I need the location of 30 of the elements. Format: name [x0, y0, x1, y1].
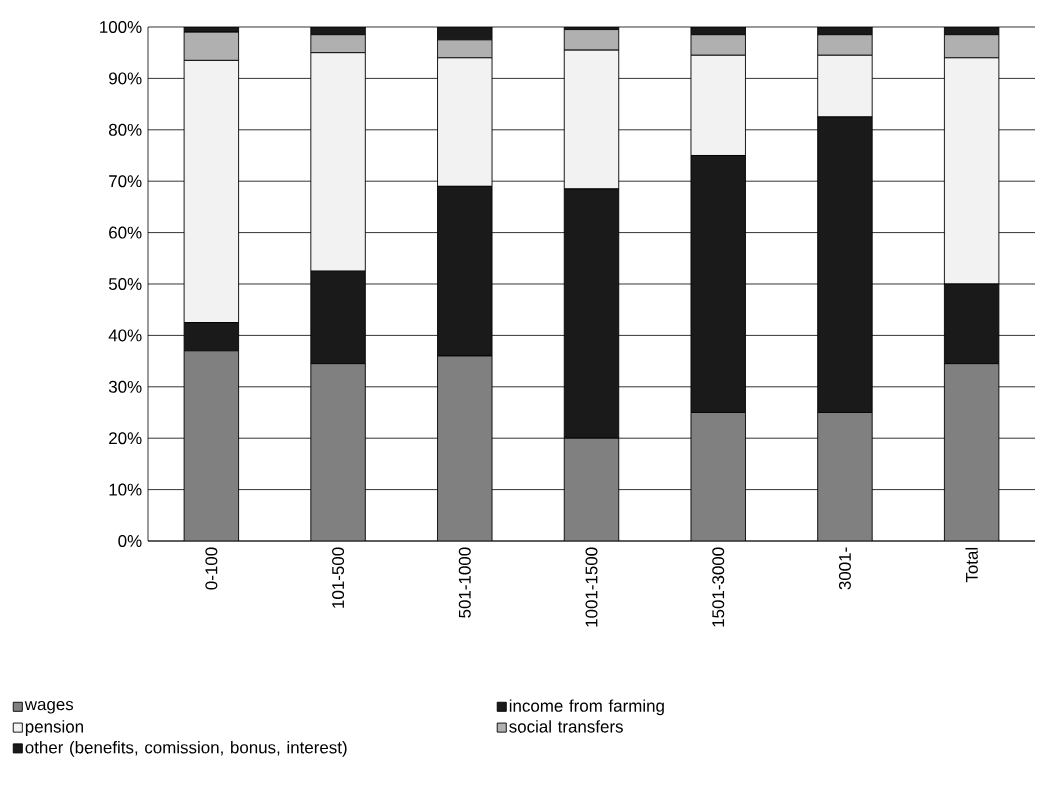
- x-tick-label: 501-1000: [458, 547, 471, 618]
- legend-label: income from farming: [509, 699, 664, 716]
- x-tick-label: 0-100: [205, 547, 218, 590]
- legend-label: other (benefits, comission, bonus, interest): [25, 740, 347, 757]
- x-tick-label: Total: [965, 547, 978, 583]
- y-tick-label: 60%: [109, 226, 142, 239]
- x-tick-label: 1501-3000: [712, 547, 725, 627]
- bar: [310, 363, 366, 541]
- y-tick-label: 50%: [108, 278, 142, 290]
- x-tick-label: 3001-: [838, 547, 851, 590]
- legend-label: pension: [25, 720, 83, 736]
- bar: [183, 350, 240, 541]
- y-tick-label: 10%: [109, 483, 142, 496]
- y-tick-label: 80%: [108, 123, 142, 136]
- bar: [943, 363, 1000, 541]
- y-tick-label: 30%: [108, 380, 142, 393]
- y-tick-label: 100%: [100, 21, 142, 33]
- bar: [563, 437, 620, 541]
- bar: [690, 412, 746, 541]
- bar: [437, 355, 493, 541]
- y-tick-label: 40%: [108, 329, 142, 342]
- y-tick-label: 70%: [109, 175, 142, 188]
- y-tick-label: 90%: [109, 72, 142, 85]
- y-tick-label: 20%: [109, 432, 142, 445]
- bar: [817, 412, 873, 541]
- legend-label: wages: [24, 700, 74, 714]
- legend-label: social transfers: [509, 720, 623, 733]
- x-tick-label: 101-500: [332, 547, 345, 608]
- x-tick-label: 1001-1500: [585, 547, 598, 627]
- y-tick-label: 0%: [118, 535, 142, 547]
